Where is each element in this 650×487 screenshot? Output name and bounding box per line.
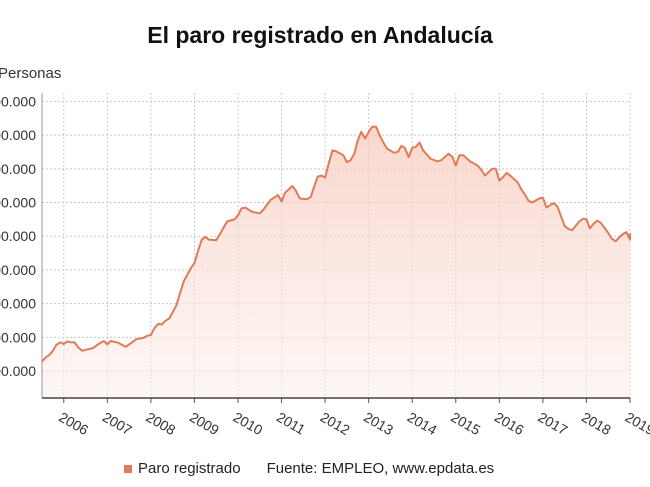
legend: Paro registrado Fuente: EMPLEO, www.epda… <box>124 460 494 477</box>
y-axis-label: Personas <box>0 65 62 82</box>
legend-swatch <box>124 464 132 473</box>
series-area-fill <box>42 126 630 398</box>
x-tick-label: 2016 <box>492 409 527 439</box>
y-tick-label: 600.000 <box>0 262 36 278</box>
x-tick-label: 2019 <box>623 409 650 439</box>
x-tick-label: 2007 <box>100 409 135 439</box>
x-tick-label: 2010 <box>231 409 266 439</box>
y-tick-label: 1.100.000 <box>0 93 36 109</box>
x-tick-label: 2012 <box>318 409 353 439</box>
source-note: Fuente: EMPLEO, www.epdata.es <box>266 460 495 477</box>
x-tick-label: 2017 <box>535 409 570 439</box>
x-tick-label: 2009 <box>187 409 222 439</box>
y-tick-label: 500.000 <box>0 296 36 312</box>
y-tick-label: 700.000 <box>0 228 36 244</box>
x-tick-label: 2014 <box>405 409 440 439</box>
x-tick-label: 2018 <box>579 409 614 439</box>
y-tick-label: 400.000 <box>0 329 36 345</box>
x-tick-label: 2015 <box>448 409 483 439</box>
series-area <box>42 126 630 398</box>
y-tick-label: 800.000 <box>0 195 36 211</box>
series-line-path <box>41 125 631 363</box>
x-tick-label: 2013 <box>361 409 396 439</box>
legend-label: Paro registrado <box>138 460 241 477</box>
y-tick-label: 900.000 <box>0 161 36 177</box>
series-line <box>41 125 631 363</box>
x-tick-label: 2011 <box>274 409 308 438</box>
x-tick-label: 2006 <box>56 409 91 439</box>
y-tick-label: 300.000 <box>0 363 36 379</box>
x-tick-label: 2008 <box>143 409 178 439</box>
chart-title: El paro registrado en Andalucía <box>147 22 493 48</box>
y-tick-label: 1.000.000 <box>0 127 36 143</box>
